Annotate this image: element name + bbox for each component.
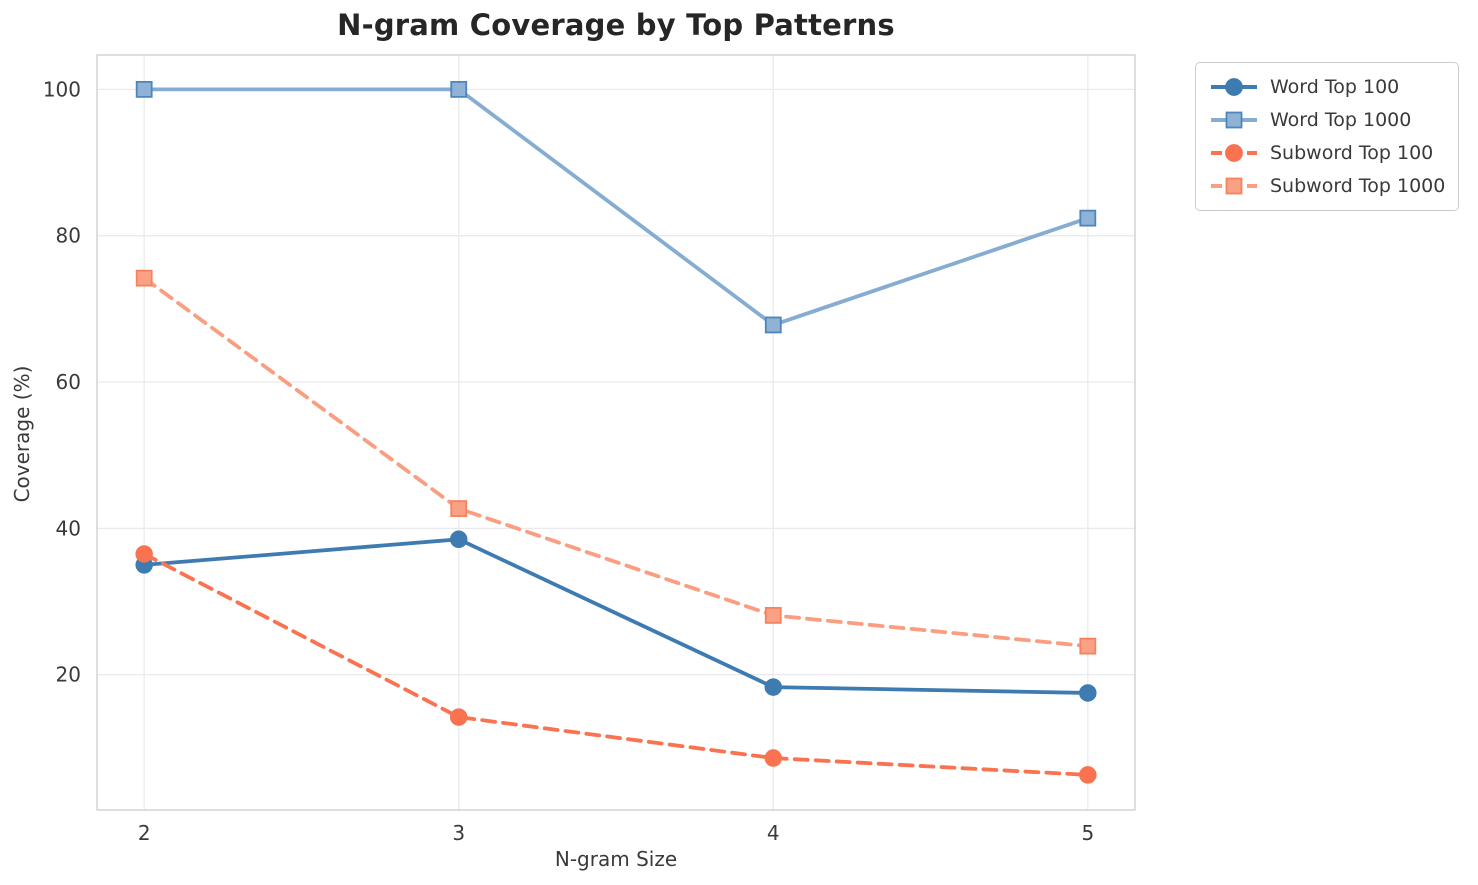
- data-point: [1079, 766, 1097, 784]
- legend-item-word-top-100: Word Top 100: [1210, 74, 1444, 100]
- series-word-top-1000: [135, 80, 1097, 334]
- series-line-subword-top-1000: [142, 276, 1090, 649]
- legend-label-subword-top-100: Subword Top 100: [1270, 142, 1434, 164]
- series-line-word-top-100: [142, 537, 1090, 695]
- data-point: [135, 80, 153, 98]
- data-point: [1079, 684, 1097, 702]
- legend-marker-subword-top-100: [1211, 144, 1257, 162]
- data-point: [135, 545, 153, 563]
- circle-marker-icon: [1225, 78, 1243, 96]
- tick-labels: 20 40 60 80 100 2 3 4 5: [43, 77, 1094, 845]
- data-point: [1079, 209, 1097, 227]
- y-tick-label: 20: [56, 663, 81, 687]
- legend-item-word-top-1000: Word Top 1000: [1210, 107, 1444, 133]
- circle-marker-icon: [1225, 144, 1243, 162]
- series-word-top-100: [135, 530, 1097, 702]
- y-tick-label: 40: [56, 516, 81, 540]
- y-axis-label: Coverage (%): [10, 365, 34, 503]
- x-axis-label: N-gram Size: [554, 847, 678, 871]
- legend-marker-word-top-1000: [1211, 111, 1257, 129]
- legend-item-subword-top-100: Subword Top 100: [1210, 140, 1444, 166]
- gridlines: [97, 55, 1135, 810]
- data-point: [1079, 637, 1097, 655]
- data-point: [764, 316, 782, 334]
- series-subword-top-1000: [135, 269, 1097, 655]
- square-marker-icon: [1225, 177, 1243, 195]
- data-point: [135, 269, 153, 287]
- data-point: [764, 606, 782, 624]
- legend-label-word-top-100: Word Top 100: [1270, 76, 1400, 98]
- y-tick-label: 60: [56, 370, 81, 394]
- data-point: [450, 500, 468, 517]
- data-point: [764, 678, 783, 696]
- data-point: [450, 80, 468, 98]
- series-line-word-top-1000: [142, 87, 1090, 328]
- y-tick-label: 80: [56, 224, 81, 248]
- square-marker-icon: [1225, 111, 1243, 129]
- series-line-subword-top-100: [142, 552, 1090, 777]
- legend-label-word-top-1000: Word Top 1000: [1270, 109, 1412, 131]
- x-tick-label: 2: [138, 821, 151, 845]
- legend-marker-subword-top-1000: [1211, 177, 1257, 195]
- x-tick-label: 3: [452, 821, 465, 845]
- data-point: [449, 708, 468, 726]
- series-subword-top-100: [135, 545, 1097, 784]
- legend-label-subword-top-1000: Subword Top 1000: [1270, 175, 1446, 197]
- y-tick-label: 100: [43, 77, 81, 101]
- data-point: [449, 530, 468, 549]
- plot-border: [96, 54, 1136, 811]
- legend-item-subword-top-1000: Subword Top 1000: [1210, 173, 1446, 199]
- x-tick-label: 5: [1081, 821, 1094, 845]
- x-tick-label: 4: [767, 821, 780, 845]
- data-point: [764, 749, 783, 767]
- chart-title: N-gram Coverage by Top Patterns: [337, 8, 895, 42]
- legend: Word Top 100 Word Top 1000 Subword Top 100…: [1195, 62, 1459, 211]
- legend-marker-word-top-100: [1211, 78, 1257, 96]
